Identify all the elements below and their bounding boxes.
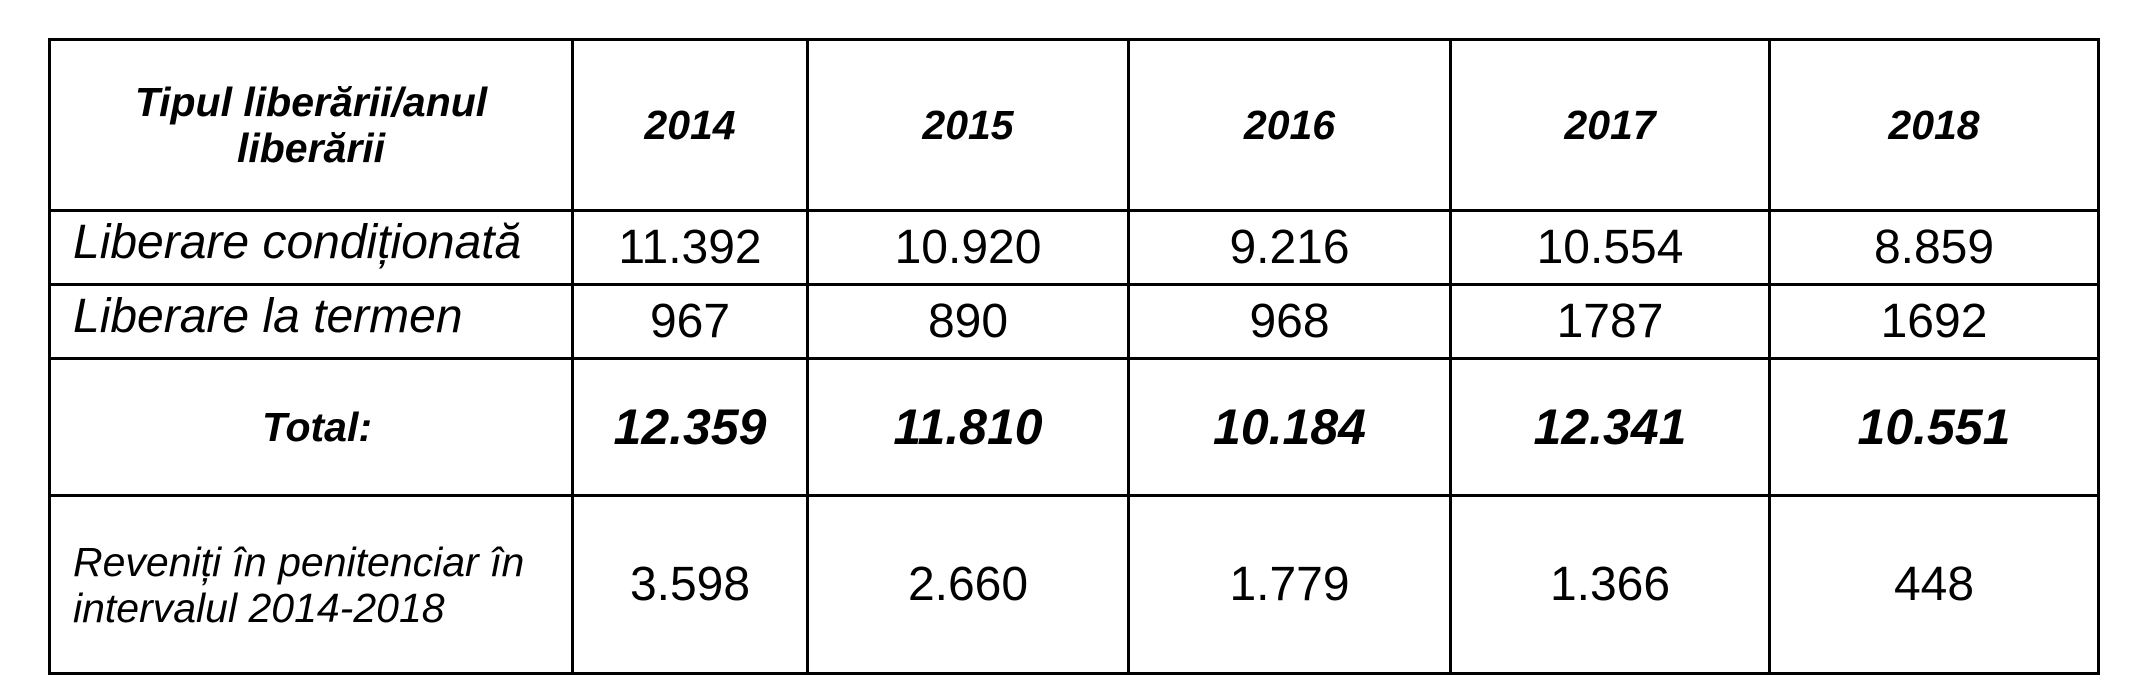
- row-label: Liberare condiționată: [48, 209, 574, 286]
- value-cell: 8.859: [1768, 209, 2100, 286]
- value-cell: 9.216: [1127, 209, 1452, 286]
- value-cell: 12.341: [1449, 357, 1771, 497]
- value-cell: 11.392: [571, 209, 809, 286]
- table-row: Total: 12.359 11.810 10.184 12.341 10.551: [48, 357, 2100, 497]
- table-body: Tipul liberării/anul liberării 2014 2015 20…: [48, 38, 2100, 675]
- value-cell: 3.598: [571, 494, 809, 675]
- value-cell: 1.779: [1127, 494, 1452, 675]
- header-row: Tipul liberării/anul liberării 2014 2015 20…: [48, 38, 2100, 212]
- row-label: Total:: [48, 357, 574, 497]
- header-year: 2015: [806, 38, 1130, 212]
- value-cell: 12.359: [571, 357, 809, 497]
- data-table: Tipul liberării/anul liberării 2014 2015 20…: [48, 38, 2100, 675]
- table-row: Liberare la termen 967 890 968 1787 1692: [48, 283, 2100, 360]
- value-cell: 968: [1127, 283, 1452, 360]
- value-cell: 448: [1768, 494, 2100, 675]
- value-cell: 1692: [1768, 283, 2100, 360]
- value-cell: 1787: [1449, 283, 1771, 360]
- header-year: 2017: [1449, 38, 1771, 212]
- value-cell: 10.920: [806, 209, 1130, 286]
- row-label: Reveniți în penitenciar în intervalul 20…: [48, 494, 574, 675]
- value-cell: 11.810: [806, 357, 1130, 497]
- value-cell: 967: [571, 283, 809, 360]
- value-cell: 1.366: [1449, 494, 1771, 675]
- header-label: Tipul liberării/anul liberării: [48, 38, 574, 212]
- table-row: Liberare condiționată 11.392 10.920 9.216 10…: [48, 209, 2100, 286]
- header-year: 2014: [571, 38, 809, 212]
- header-year: 2016: [1127, 38, 1452, 212]
- value-cell: 10.554: [1449, 209, 1771, 286]
- table-row: Reveniți în penitenciar în intervalul 20…: [48, 494, 2100, 675]
- value-cell: 10.551: [1768, 357, 2100, 497]
- value-cell: 2.660: [806, 494, 1130, 675]
- row-label: Liberare la termen: [48, 283, 574, 360]
- value-cell: 890: [806, 283, 1130, 360]
- value-cell: 10.184: [1127, 357, 1452, 497]
- header-year: 2018: [1768, 38, 2100, 212]
